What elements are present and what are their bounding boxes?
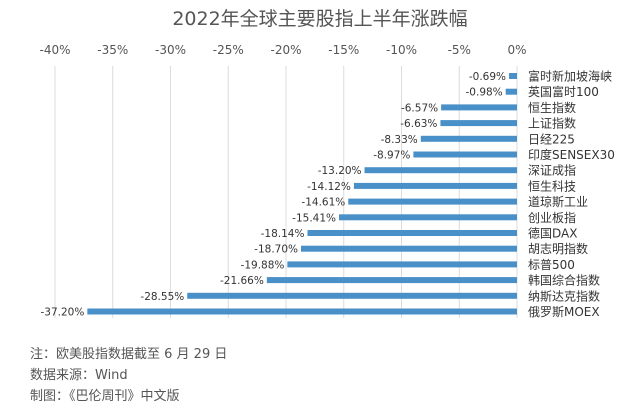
data-labels: -0.69% -0.98% -6.57% -6.63% -8.33% -8.97% -13.… [41,71,507,319]
data-label: -14.61% [301,197,345,209]
x-tick-label: -10% [386,43,417,57]
bar [413,151,517,158]
category-label: 胡志明指数 [528,241,588,256]
bar [505,88,517,95]
category-label: 德国DAX [528,226,577,241]
data-label: -0.69% [469,71,506,83]
category-labels: 富时新加坡海峡英国富时100恒生指数上证指数日经225印度SENSEX30深证成… [528,69,615,320]
bar [301,245,517,252]
data-label: -8.97% [373,150,410,162]
bar [87,308,517,315]
bar [348,198,517,205]
bar [364,167,517,174]
data-label: -0.98% [466,87,503,99]
data-label: -13.20% [318,165,362,177]
x-tick-label: -30% [155,43,186,57]
bar [353,182,517,189]
category-label: 印度SENSEX30 [528,147,615,162]
bar [187,292,517,299]
data-label: -18.70% [254,244,298,256]
chart-title: 2022年全球主要股指上半年涨跌幅 [172,8,468,30]
x-tick-label: -5% [448,43,471,57]
note-cutoff-date: 注：欧美股指数据截至 6 月 29 日 [30,347,228,362]
category-label: 恒生指数 [528,100,576,115]
bar [266,277,517,284]
x-tick-label: -15% [328,43,359,57]
x-tick-label: -25% [213,43,244,57]
category-label: 富时新加坡海峡 [528,69,612,84]
category-label: 英国富时100 [528,84,599,99]
x-axis-ticks: -40% -35% -30% -25% -20% -15% -10% -5% 0% [39,43,526,57]
bar [307,230,517,236]
category-label: 标普500 [528,258,575,272]
x-tick-label: 0% [507,43,526,57]
data-label: -6.57% [401,102,438,114]
bar [441,104,517,111]
category-label: 韩国综合指数 [528,273,600,288]
bar [287,261,517,268]
bar [509,73,517,79]
category-label: 深证成指 [528,163,576,178]
data-label: -21.66% [220,275,264,287]
bar [440,120,517,127]
category-label: 纳斯达克指数 [528,288,600,303]
data-label: -37.20% [41,307,85,319]
category-label: 上证指数 [528,116,576,131]
category-label: 日经225 [528,132,575,146]
data-label: -6.63% [400,118,437,130]
data-label: -14.12% [307,181,351,193]
data-label: -19.88% [241,259,285,271]
data-label: -15.41% [292,212,336,224]
note-chart-credit: 制图：《巴伦周刊》中文版 [30,389,180,404]
category-label: 恒生科技 [528,179,576,193]
note-data-source: 数据来源：Wind [30,368,128,383]
x-tick-label: -40% [39,43,70,57]
data-label: -8.33% [381,134,418,146]
category-label: 俄罗斯MOEX [528,305,600,319]
x-tick-label: -35% [97,43,128,57]
category-label: 创业板指 [528,210,576,225]
x-tick-label: -20% [270,43,301,57]
chart-notes: 注：欧美股指数据截至 6 月 29 日 数据来源：Wind 制图：《巴伦周刊》中… [30,344,227,407]
bars [87,73,517,315]
category-label: 道琼斯工业 [528,194,588,209]
data-label: -28.55% [140,291,184,303]
data-label: -18.14% [261,228,305,240]
bar [420,135,517,142]
bar [339,214,517,221]
